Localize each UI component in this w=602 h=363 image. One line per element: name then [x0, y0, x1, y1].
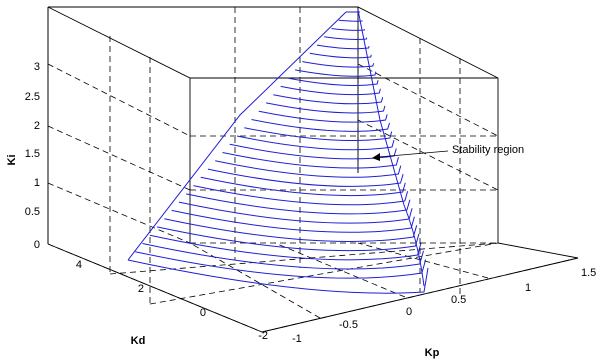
ki-tick-0: 0: [34, 239, 40, 251]
kp-tick-labels: -1 -0.5 0 0.5 1 1.5: [292, 267, 596, 345]
kp-tick-0: 0: [406, 306, 412, 318]
contour-line: [222, 152, 399, 169]
contour-line: [127, 259, 429, 294]
contour-line: [142, 243, 424, 270]
ki-tick-1.5: 1.5: [25, 148, 40, 160]
back-grid: [47, 6, 579, 333]
contour-line: [280, 85, 381, 96]
contour-line: [273, 94, 384, 105]
kd-tick-labels: -2 0 2 4: [76, 259, 268, 342]
kd-tick--2: -2: [258, 330, 268, 342]
annotation-label: Stability region: [452, 144, 524, 156]
contour-line: [207, 168, 404, 187]
contour-line: [156, 226, 420, 252]
contour-line: [295, 69, 377, 77]
ki-tick-3: 3: [34, 61, 40, 73]
kp-tick-1.5: 1.5: [581, 267, 596, 279]
stability-region-surface: [127, 9, 429, 294]
kp-tick--0.5: -0.5: [339, 319, 358, 331]
contour-line: [135, 251, 427, 279]
kp-axis-label: Kp: [425, 347, 440, 359]
contour-line: [287, 77, 379, 86]
contour-line: [258, 110, 388, 123]
contour-line: [171, 209, 415, 233]
contour-line: [229, 143, 397, 160]
contour-line: [331, 28, 365, 31]
contour-line: [266, 102, 386, 114]
contour-line: [149, 234, 422, 261]
contour-line: [302, 61, 375, 68]
kd-tick-2: 2: [138, 283, 144, 295]
contour-line: [185, 193, 411, 215]
contour-line: [251, 119, 390, 132]
contour-line: [338, 19, 363, 22]
region-boundary-left: [127, 11, 347, 261]
contour-line: [193, 185, 409, 206]
stability-region-annotation: Stability region: [372, 144, 524, 161]
region-boundary: [357, 9, 425, 287]
ki-tick-1: 1: [34, 177, 40, 189]
ki-tick-2: 2: [34, 120, 40, 132]
kd-tick-0: 0: [200, 307, 206, 319]
kp-tick-0.5: 0.5: [451, 294, 466, 306]
axes-box: [47, 7, 579, 333]
ki-axis-label: Ki: [6, 155, 18, 166]
ki-tick-2.5: 2.5: [25, 91, 40, 103]
contour-line: [316, 44, 370, 50]
contour-line: [324, 36, 368, 40]
contour-line: [309, 52, 372, 59]
contour-line: [178, 201, 413, 224]
contour-line: [200, 176, 406, 197]
contour-line: [236, 135, 395, 151]
contour-line: [215, 160, 402, 178]
contour-line: [164, 218, 418, 242]
ki-tick-labels: 0 0.5 1 1.5 2 2.5 3: [25, 61, 40, 251]
kp-tick-1: 1: [525, 282, 531, 294]
ki-tick-0.5: 0.5: [25, 206, 40, 218]
kd-axis-label: Kd: [131, 335, 146, 347]
contour-line: [244, 127, 393, 142]
kp-tick--1: -1: [292, 333, 302, 345]
kd-tick-4: 4: [76, 259, 82, 271]
